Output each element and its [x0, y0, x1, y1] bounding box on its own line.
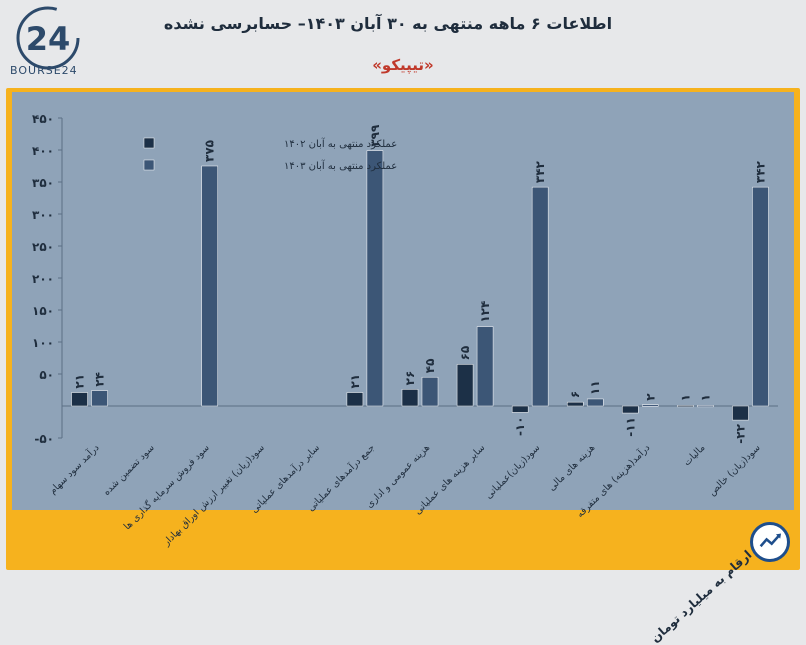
data-label: ۱: [678, 394, 692, 401]
category-label: سود(زیان) تغییر ارزش اوراق بهادار: [160, 442, 266, 548]
plot-area: [12, 92, 794, 510]
y-tick-label: ۳۰۰: [32, 208, 54, 222]
bar-1403: [531, 186, 549, 407]
bar-1402: [732, 405, 749, 421]
y-tick-label: ۲۵۰: [32, 240, 54, 254]
data-label: ۶: [568, 391, 582, 398]
bar-1402: [622, 405, 639, 414]
data-label: ۲۶: [403, 371, 417, 386]
y-tick-label: ۱۰۰: [32, 336, 54, 350]
y-tick-label: ۴۰۰: [32, 144, 54, 158]
data-label: ۱۱: [588, 380, 602, 395]
data-label: ۱: [698, 394, 712, 401]
data-label: ۳۴۲: [753, 160, 767, 183]
bar-1402: [346, 392, 364, 407]
y-tick-label: ۳۵۰: [32, 176, 54, 190]
bar-1402: [71, 392, 88, 407]
y-tick-label: -۵۰: [34, 432, 54, 446]
category-label: سود(زیان) خالص: [707, 442, 763, 498]
logo-mark: 24: [26, 20, 71, 58]
bar-1403: [697, 405, 714, 408]
legend-label: عملکرد منتهی به آبان ۱۴۰۳: [284, 159, 397, 172]
data-label: ۶۵: [458, 346, 472, 361]
category-label: درآمد سود سهام: [46, 441, 102, 497]
bar-1403: [752, 186, 769, 407]
bar-1402: [677, 405, 694, 408]
page-title: اطلاعات ۶ ماهه منتهی به ۳۰ آبان ۱۴۰۳– حس…: [163, 14, 613, 33]
y-tick-label: ۲۰۰: [32, 272, 54, 286]
legend-swatch-1403: [143, 159, 155, 171]
data-label: ۳۴۲: [533, 160, 547, 183]
bar-1403: [91, 390, 108, 407]
data-label: ۱۲۴: [478, 301, 492, 323]
bourse24-logo-icon: 24: [16, 6, 80, 70]
bar-1403: [421, 376, 439, 407]
bar-1402: [511, 405, 529, 413]
data-label: ۲۱: [73, 374, 87, 389]
y-tick-label: ۵۰: [39, 368, 54, 382]
data-label: ۲۴: [93, 372, 107, 387]
bar-1402: [566, 401, 584, 407]
legend-label: عملکرد منتهی به آبان ۱۴۰۲: [284, 137, 397, 150]
category-label: سود(زیان)عملیاتی: [483, 442, 542, 501]
chart-frame: -۵۰ ۵۰ ۱۰۰ ۱۵۰ ۲۰۰ ۲۵۰ ۳۰۰ ۳۵۰ ۴۰۰ ۴۵۰ ۲۱ ۲۴ درآمد س…: [6, 88, 800, 645]
category-label: سود تضمین شده: [101, 442, 157, 498]
legend-swatch-1402: [143, 137, 155, 149]
category-label: مالیات: [682, 442, 708, 468]
bar-1402: [401, 389, 419, 407]
bar-1402: [456, 364, 474, 407]
data-label: ۲۱: [348, 374, 362, 389]
data-label: -۱۱: [623, 417, 637, 437]
header: 24 BOURSE24 اطلاعات ۶ ماهه منتهی به ۳۰ آ…: [0, 0, 806, 88]
bar-1403: [366, 150, 384, 407]
data-label: ۲: [643, 393, 657, 401]
y-tick-label: ۱۵۰: [32, 304, 54, 318]
company-name: «تیپیکو»: [372, 56, 434, 74]
data-label: ۳۷۵: [203, 140, 217, 162]
bar-1403: [642, 404, 659, 407]
data-label: -۲۲: [733, 423, 747, 443]
trend-icon: [750, 522, 790, 562]
y-tick-label: ۴۵۰: [32, 112, 54, 126]
category-label: هزینه های مالی: [546, 442, 597, 493]
logo-text: BOURSE24: [10, 64, 78, 77]
bar-1403: [476, 326, 494, 407]
data-label: ۳۹۹: [368, 124, 382, 147]
bar-1403: [586, 398, 604, 407]
data-label: ۴۵: [423, 359, 437, 374]
bar-1403: [201, 165, 218, 407]
data-label: -۱۰: [513, 416, 527, 436]
